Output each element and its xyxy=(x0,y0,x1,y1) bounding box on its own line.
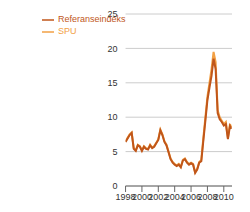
svg-text:10: 10 xyxy=(108,112,118,122)
svg-text:0: 0 xyxy=(113,181,118,191)
svg-text:5: 5 xyxy=(113,147,118,157)
svg-text:25: 25 xyxy=(108,9,118,19)
svg-text:20: 20 xyxy=(108,44,118,54)
svg-text:2010: 2010 xyxy=(214,192,234,202)
svg-text:15: 15 xyxy=(108,78,118,88)
